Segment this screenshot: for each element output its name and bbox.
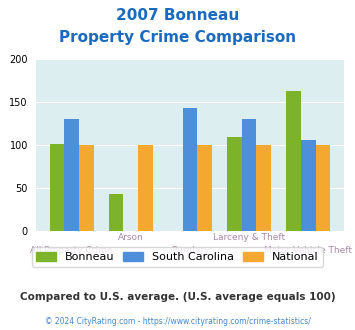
Legend: Bonneau, South Carolina, National: Bonneau, South Carolina, National [32,248,323,267]
Text: Arson: Arson [118,233,144,242]
Bar [301,140,316,231]
Text: Property Crime Comparison: Property Crime Comparison [59,30,296,45]
Bar [316,145,330,231]
Bar [138,145,153,231]
Text: All Property Crime: All Property Crime [31,246,113,255]
Bar [242,119,256,231]
Text: 2007 Bonneau: 2007 Bonneau [116,8,239,23]
Text: Burglary: Burglary [171,246,209,255]
Bar [286,91,301,231]
Text: Motor Vehicle Theft: Motor Vehicle Theft [264,246,352,255]
Bar [64,119,79,231]
Text: © 2024 CityRating.com - https://www.cityrating.com/crime-statistics/: © 2024 CityRating.com - https://www.city… [45,317,310,326]
Text: Compared to U.S. average. (U.S. average equals 100): Compared to U.S. average. (U.S. average … [20,292,335,302]
Bar [182,108,197,231]
Bar [50,144,64,231]
Bar [227,137,242,231]
Bar [109,194,124,231]
Text: Larceny & Theft: Larceny & Theft [213,233,285,242]
Bar [256,145,271,231]
Bar [79,145,94,231]
Bar [197,145,212,231]
